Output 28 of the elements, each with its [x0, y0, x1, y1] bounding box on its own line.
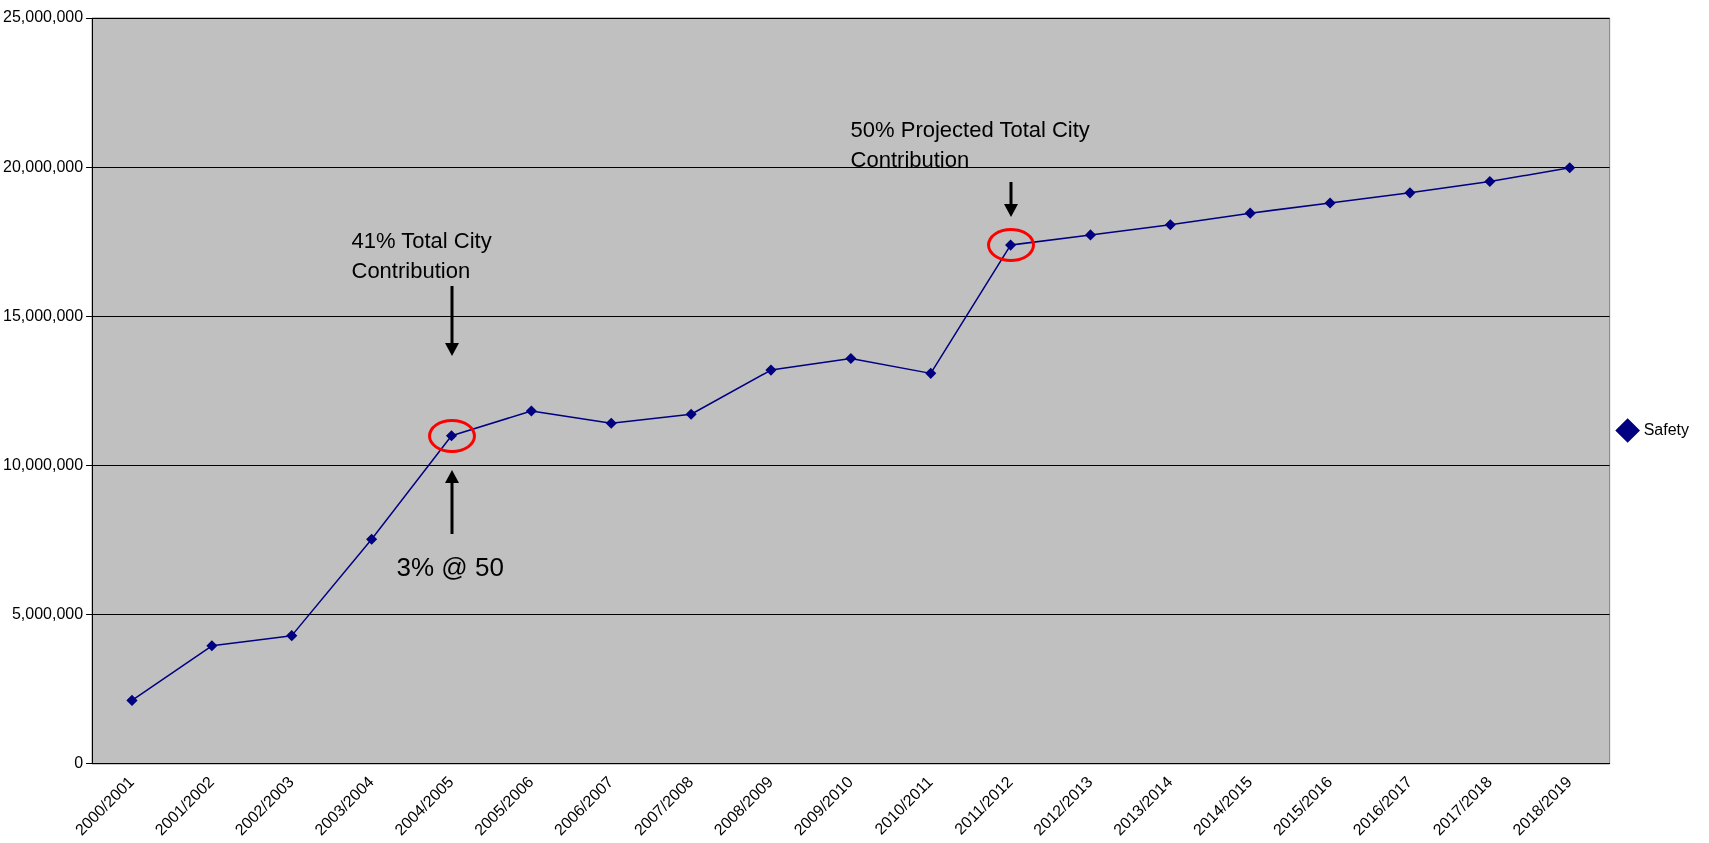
point: [685, 409, 697, 420]
legend-label: Safety: [1643, 420, 1689, 438]
y-tick-label: 20,000,000: [3, 157, 84, 175]
annotation: 50% Projected Total City Contribution: [850, 117, 1090, 173]
point: [366, 534, 377, 545]
annotation: 3% @ 50: [396, 551, 504, 582]
point: [1484, 176, 1496, 187]
point: [526, 405, 537, 417]
point: [446, 430, 457, 441]
annotation: 41% Total City Contribution: [351, 227, 492, 283]
point: [845, 353, 857, 364]
point: [206, 640, 218, 652]
y-tick-label: 0: [74, 754, 84, 772]
point: [286, 630, 298, 641]
point: [925, 368, 936, 379]
point: [1244, 207, 1256, 219]
y-tick-label: 15,000,000: [3, 306, 84, 324]
y-tick-label: 5,000,000: [11, 605, 84, 623]
point: [765, 364, 777, 376]
point: [1564, 162, 1575, 174]
point: [1324, 197, 1336, 209]
y-tick-label: 25,000,000: [3, 8, 84, 26]
point: [1404, 187, 1416, 199]
point: [605, 417, 617, 429]
point: [1165, 219, 1176, 231]
y-tick-label: 10,000,000: [3, 455, 84, 473]
point: [126, 695, 138, 706]
point: [1085, 229, 1096, 241]
